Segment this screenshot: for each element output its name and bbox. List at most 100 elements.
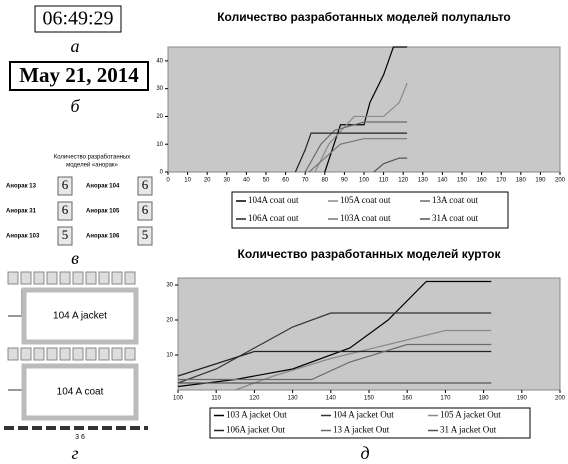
cell: [73, 348, 83, 360]
cell: [73, 272, 83, 284]
y-tick-label: 20: [166, 318, 173, 324]
x-tick-label: 170: [496, 178, 507, 184]
cell: [8, 348, 18, 360]
legend-label: 104A coat out: [248, 195, 299, 205]
x-tick-label: 130: [418, 178, 429, 184]
caption: в: [71, 248, 79, 268]
legend-label: 31 A jacket Out: [440, 425, 497, 435]
x-tick-label: 100: [173, 396, 184, 402]
cell: [125, 348, 135, 360]
x-tick-label: 170: [440, 396, 451, 402]
legend-label: 13 A jacket Out: [333, 425, 390, 435]
y-tick-label: 40: [156, 58, 163, 64]
x-tick-label: 110: [211, 396, 221, 402]
x-tick-label: 160: [477, 178, 488, 184]
x-tick-label: 140: [326, 396, 337, 402]
y-tick-label: 10: [166, 353, 173, 359]
x-tick-label: 150: [457, 178, 468, 184]
cell: [34, 272, 44, 284]
caption: а: [71, 36, 80, 56]
legend-label: 13A coat out: [432, 195, 478, 205]
counter-value: 6: [142, 202, 149, 217]
x-tick-label: 190: [535, 178, 546, 184]
x-tick-label: 130: [288, 396, 299, 402]
cell: [21, 272, 31, 284]
counter-panel: Количество разработанных моделей «анорак…: [6, 155, 152, 269]
footer: 3 6: [75, 434, 85, 441]
chart: Количество разработанных моделей курток 1…: [166, 247, 565, 438]
chart: Количество разработанных моделей полупал…: [156, 10, 565, 228]
counter-value: 6: [142, 177, 149, 192]
x-tick-label: 150: [364, 396, 375, 402]
x-tick-label: 100: [359, 178, 370, 184]
x-tick-label: 30: [223, 178, 230, 184]
plot-area: [168, 47, 560, 172]
chart-title: Количество разработанных моделей курток: [238, 247, 502, 261]
x-tick-label: 200: [555, 178, 566, 184]
legend-label: 103A coat out: [340, 213, 391, 223]
counter-label: Анорак 105: [86, 209, 120, 215]
y-tick-label: 0: [160, 170, 164, 176]
counter-value: 6: [62, 177, 69, 192]
x-tick-label: 180: [516, 178, 527, 184]
cell: [8, 272, 18, 284]
counter-label: Анорак 31: [6, 209, 37, 215]
x-tick-label: 70: [302, 178, 309, 184]
diagram-panel: 104 A jacket 104 A coat 3 6 г: [4, 272, 148, 463]
y-tick-label: 30: [156, 86, 163, 92]
y-tick-label: 20: [156, 114, 163, 120]
cell: [112, 348, 122, 360]
date-text: May 21, 2014: [19, 63, 139, 87]
x-tick-label: 60: [282, 178, 289, 184]
x-tick-label: 160: [402, 396, 413, 402]
box-label: 104 A jacket: [53, 311, 107, 322]
x-tick-label: 20: [204, 178, 211, 184]
cell: [86, 272, 96, 284]
figure: 06:49:29 а May 21, 2014 б Количество раз…: [0, 0, 568, 464]
x-tick-label: 190: [517, 396, 528, 402]
x-tick-label: 120: [398, 178, 409, 184]
box-label: 104 A coat: [57, 387, 104, 398]
x-tick-label: 80: [321, 178, 328, 184]
x-tick-label: 110: [379, 178, 389, 184]
legend-label: 106A jacket Out: [226, 425, 285, 435]
cell: [60, 348, 70, 360]
cell: [34, 348, 44, 360]
cell: [21, 348, 31, 360]
y-tick-label: 10: [156, 142, 163, 148]
counter-label: Анорак 106: [86, 234, 120, 240]
counter-title: моделей «анорак»: [66, 162, 118, 169]
date-panel: May 21, 2014 б: [10, 62, 148, 116]
x-tick-label: 10: [184, 178, 191, 184]
x-tick-label: 90: [341, 178, 348, 184]
legend-label: 106A coat out: [248, 213, 299, 223]
y-tick-label: 30: [166, 283, 173, 289]
caption: б: [70, 96, 80, 116]
caption: д: [360, 443, 369, 463]
x-tick-label: 200: [555, 396, 566, 402]
x-tick-label: 50: [263, 178, 270, 184]
chart-title: Количество разработанных моделей полупал…: [217, 10, 511, 24]
clock-panel: 06:49:29 а: [35, 6, 121, 56]
cell: [47, 348, 57, 360]
legend-label: 105 A jacket Out: [440, 410, 501, 420]
cell: [47, 272, 57, 284]
counter-value: 6: [62, 202, 69, 217]
cell: [60, 272, 70, 284]
x-tick-label: 40: [243, 178, 250, 184]
counter-label: Анорак 103: [6, 234, 40, 240]
counter-title: Количество разработанных: [54, 155, 131, 161]
legend-label: 104 A jacket Out: [333, 410, 394, 420]
clock-time: 06:49:29: [42, 8, 113, 30]
legend-label: 31A coat out: [432, 213, 478, 223]
legend-label: 105A coat out: [340, 195, 391, 205]
counter-value: 5: [142, 227, 149, 242]
x-tick-label: 140: [437, 178, 448, 184]
x-tick-label: 180: [479, 396, 490, 402]
counter-label: Анорак 13: [6, 184, 37, 190]
x-tick-label: 120: [249, 396, 260, 402]
caption: г: [71, 443, 78, 463]
cell: [125, 272, 135, 284]
counter-label: Анорак 104: [86, 184, 120, 190]
counter-value: 5: [62, 227, 69, 242]
